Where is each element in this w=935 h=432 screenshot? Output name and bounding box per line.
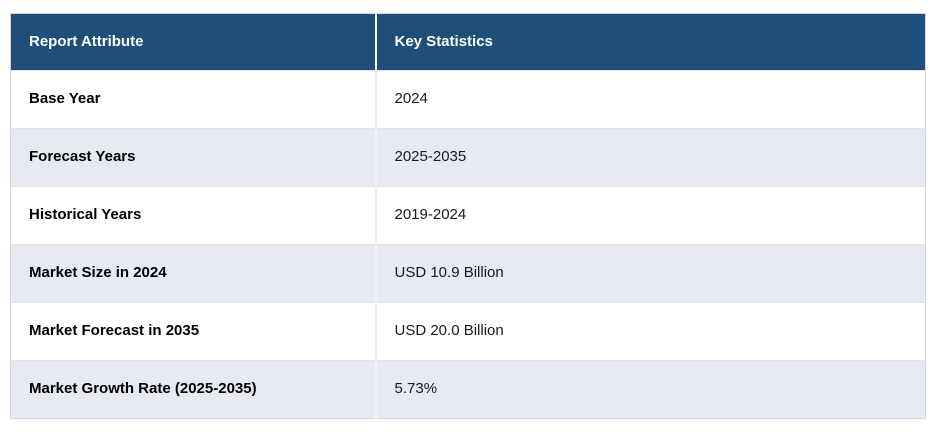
header-report-attribute: Report Attribute	[10, 13, 376, 71]
value-cell: USD 20.0 Billion	[374, 302, 926, 361]
attribute-cell: Forecast Years	[29, 148, 136, 166]
value-cell: 2024	[374, 70, 926, 129]
value-cell: 2019-2024	[374, 186, 926, 245]
table-row-historical-years: Historical Years 2019-2024	[10, 186, 926, 245]
table-row-market-forecast: Market Forecast in 2035 USD 20.0 Billion	[10, 302, 926, 361]
table-header-row: Report Attribute Key Statistics	[10, 13, 926, 71]
value-cell: 2025-2035	[374, 128, 926, 187]
attribute-cell: Market Growth Rate (2025-2035)	[29, 380, 257, 398]
attribute-cell: Market Forecast in 2035	[29, 322, 200, 340]
table-row-market-growth-rate: Market Growth Rate (2025-2035) 5.73%	[10, 360, 926, 419]
attribute-cell: Historical Years	[29, 206, 142, 224]
attribute-cell: Market Size in 2024	[29, 264, 167, 282]
table-row-forecast-years: Forecast Years 2025-2035	[10, 128, 926, 187]
report-statistics-table: Report Attribute Key Statistics Base Yea…	[10, 13, 926, 419]
value-cell: USD 10.9 Billion	[374, 244, 926, 303]
header-key-statistics: Key Statistics	[374, 13, 926, 71]
table-row-base-year: Base Year 2024	[10, 70, 926, 129]
value-cell: 5.73%	[374, 360, 926, 419]
table-row-market-size: Market Size in 2024 USD 10.9 Billion	[10, 244, 926, 303]
attribute-cell: Base Year	[29, 90, 101, 108]
